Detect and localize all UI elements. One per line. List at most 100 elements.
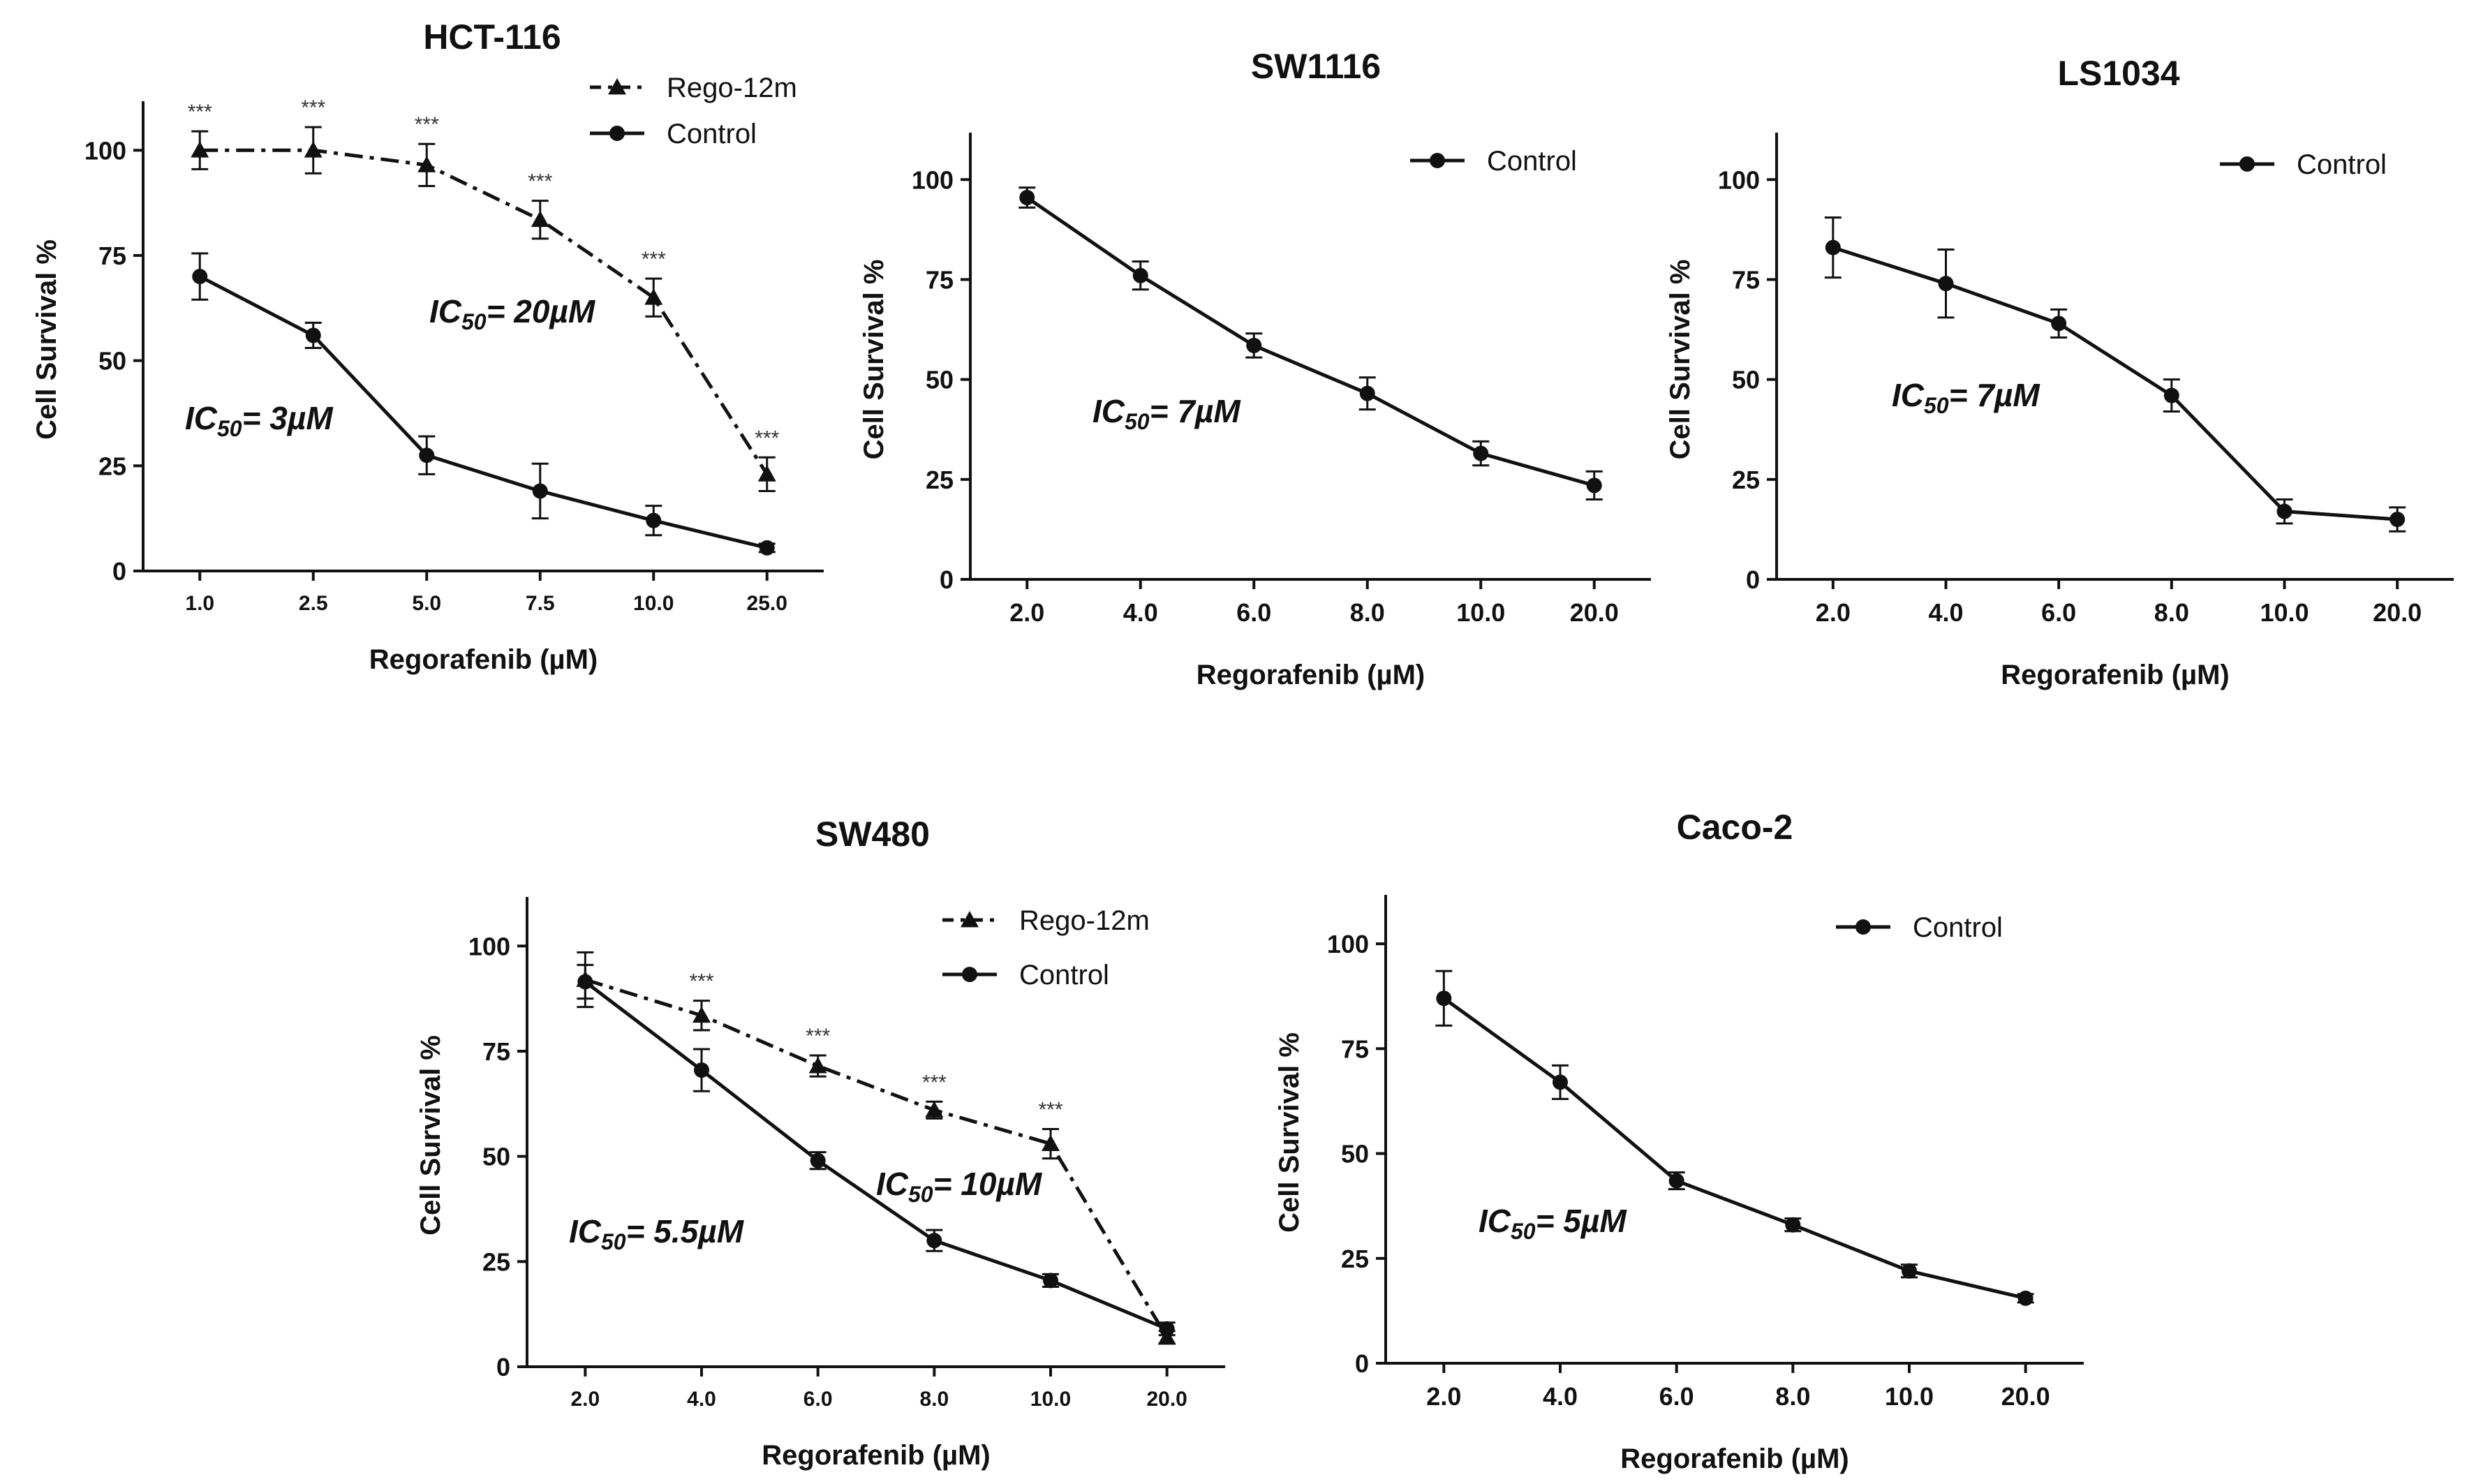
legend-label: Control [1019,960,1109,990]
legend-circle [1430,153,1445,168]
ic50-annotation: IC50= 10µM [876,1166,1043,1207]
legend-circle [962,967,977,982]
y-axis-label: Cell Survival % [31,239,62,440]
series-line [1832,246,2398,521]
y-tick-label: 0 [496,1353,510,1381]
legend-label: Control [1913,912,2003,943]
x-tick-label: 10.0 [633,592,674,615]
y-axis-label: Cell Survival % [1665,260,1696,460]
y-tick-label: 50 [1341,1140,1369,1168]
series-line [199,274,768,550]
significance-label: *** [806,1025,830,1048]
legend-circle [609,126,625,141]
significance-label: *** [415,113,439,136]
legend-triangle [608,78,626,95]
x-tick-label: 2.0 [570,1388,600,1411]
data-point-circle [1553,1074,1568,1090]
x-tick-label: 6.0 [1659,1382,1694,1411]
x-tick-label: 8.0 [1350,598,1385,627]
series-line [584,978,1169,1339]
x-axis-label: Regorafenib (µM) [2001,660,2229,690]
x-axis-label: Regorafenib (µM) [1197,660,1425,690]
chart-title: SW480 [815,815,930,854]
y-tick-label: 75 [1341,1034,1369,1063]
y-tick-label: 100 [84,136,126,165]
y-axis-label: Cell Survival % [1274,1032,1305,1233]
data-point-circle [1902,1263,1917,1279]
data-point-circle [192,269,208,285]
y-tick-label: 0 [1355,1349,1369,1378]
legend: Control [1836,912,2003,943]
x-axis-label: Regorafenib (µM) [369,644,598,675]
y-tick-label: 100 [912,165,954,194]
data-point-triangle [808,1057,827,1074]
chart-title: Caco-2 [1677,808,1793,847]
x-tick-label: 8.0 [1775,1382,1810,1411]
chart-caco2: Caco-2 0 25 50 75 100 2.0 4.0 6.0 8.0 10.0 20.0 Rego… [1274,808,2084,1474]
y-tick-label: 100 [1718,165,1760,194]
y-tick-label: 25 [926,466,954,494]
x-tick-label: 4.0 [687,1388,716,1411]
y-tick-label: 75 [926,265,954,294]
ic50-annotation: IC50= 7µM [1092,393,1241,434]
data-point-circle [1159,1321,1175,1337]
chart-hct116: HCT-116 0 25 50 75 100 1.0 2.5 5.0 7.5 10.0 25.0 Reg… [31,17,824,675]
y-tick-label: 25 [1732,466,1760,494]
x-tick-label: 8.0 [919,1388,949,1411]
legend: Rego-12m Control [590,73,797,149]
y-axis-label: Cell Survival % [859,260,889,460]
chart-ls1034: LS1034 0 25 50 75 100 2.0 4.0 6.0 8.0 10.0 20.0 Rego… [1665,54,2454,690]
x-tick-label: 4.0 [1928,598,1963,627]
data-point-triangle [925,1101,944,1118]
x-tick-label: 4.0 [1543,1382,1578,1411]
data-point-circle [2017,1290,2033,1306]
x-axis-label: Regorafenib (µM) [762,1440,990,1471]
y-tick-label: 100 [468,932,510,960]
x-tick-label: 10.0 [1030,1388,1071,1411]
series-line [200,148,769,475]
significance-label: *** [1038,1098,1062,1121]
x-tick-label: 20.0 [2001,1382,2050,1411]
series-line [1442,997,2027,1300]
data-point-circle [694,1062,709,1078]
x-tick-label: 8.0 [2154,598,2189,627]
ic50-annotation: IC50= 7µM [1892,377,2040,418]
legend: Rego-12m Control [942,905,1150,990]
data-point-triangle [692,1006,711,1023]
legend: Control [2220,149,2387,180]
significance-label: *** [689,970,713,993]
data-point-triangle [417,156,436,172]
y-tick-label: 75 [482,1037,510,1066]
chart-title: HCT-116 [423,17,561,57]
x-tick-label: 20.0 [1570,598,1619,627]
y-tick-label: 100 [1327,930,1369,958]
data-point-circle [2390,512,2406,528]
data-point-circle [1785,1217,1801,1233]
x-tick-label: 10.0 [1456,598,1505,627]
y-tick-label: 50 [1732,366,1760,394]
chart-sw1116: SW1116 0 25 50 75 100 2.0 4.0 6.0 8.0 10.0 20.0 Rego… [859,47,1651,690]
significance-label: *** [188,101,212,124]
chart-title: SW1116 [1251,47,1381,86]
legend-triangle [961,911,979,928]
series-line [1025,195,1595,487]
data-point-circle [2276,503,2292,519]
data-point-circle [2163,387,2179,403]
y-tick-label: 75 [98,242,126,270]
y-tick-label: 75 [1732,265,1760,294]
x-tick-label: 2.0 [1009,598,1044,627]
ic50-annotation: IC50= 20µM [429,293,596,334]
chart-title: LS1034 [2057,54,2179,93]
significance-label: *** [642,248,666,271]
x-tick-label: 1.0 [185,592,214,615]
chart-sw480: SW480 0 25 50 75 100 2.0 4.0 6.0 8.0 10.0 20.0 Regor… [415,815,1225,1471]
legend-label: Control [1487,146,1577,177]
legend: Control [1410,146,1577,177]
legend-circle [1855,919,1871,935]
x-tick-label: 2.0 [1816,598,1851,627]
y-tick-label: 0 [940,565,954,594]
data-point-triangle [1042,1134,1060,1151]
x-tick-label: 6.0 [2041,598,2076,627]
legend-label: Rego-12m [1019,905,1150,936]
